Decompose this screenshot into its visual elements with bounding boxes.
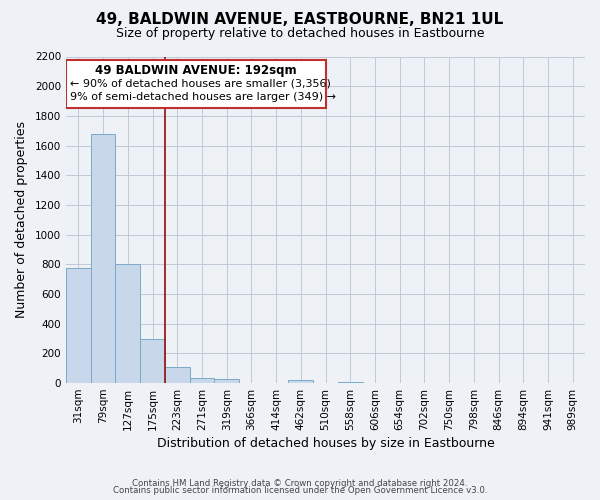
Bar bbox=[190, 378, 214, 383]
Bar bbox=[289, 380, 313, 383]
Bar bbox=[66, 268, 91, 383]
Y-axis label: Number of detached properties: Number of detached properties bbox=[15, 122, 28, 318]
Text: 49 BALDWIN AVENUE: 192sqm: 49 BALDWIN AVENUE: 192sqm bbox=[95, 64, 296, 77]
X-axis label: Distribution of detached houses by size in Eastbourne: Distribution of detached houses by size … bbox=[157, 437, 494, 450]
Bar bbox=[66, 60, 326, 108]
Text: ← 90% of detached houses are smaller (3,356): ← 90% of detached houses are smaller (3,… bbox=[70, 79, 331, 89]
Text: 9% of semi-detached houses are larger (349) →: 9% of semi-detached houses are larger (3… bbox=[70, 92, 336, 102]
Bar bbox=[140, 338, 165, 383]
Text: 49, BALDWIN AVENUE, EASTBOURNE, BN21 1UL: 49, BALDWIN AVENUE, EASTBOURNE, BN21 1UL bbox=[97, 12, 503, 28]
Bar bbox=[91, 134, 115, 383]
Text: Size of property relative to detached houses in Eastbourne: Size of property relative to detached ho… bbox=[116, 28, 484, 40]
Bar bbox=[214, 379, 239, 383]
Text: Contains public sector information licensed under the Open Government Licence v3: Contains public sector information licen… bbox=[113, 486, 487, 495]
Bar bbox=[165, 366, 190, 383]
Bar bbox=[338, 382, 362, 383]
Text: Contains HM Land Registry data © Crown copyright and database right 2024.: Contains HM Land Registry data © Crown c… bbox=[132, 478, 468, 488]
Bar bbox=[115, 264, 140, 383]
